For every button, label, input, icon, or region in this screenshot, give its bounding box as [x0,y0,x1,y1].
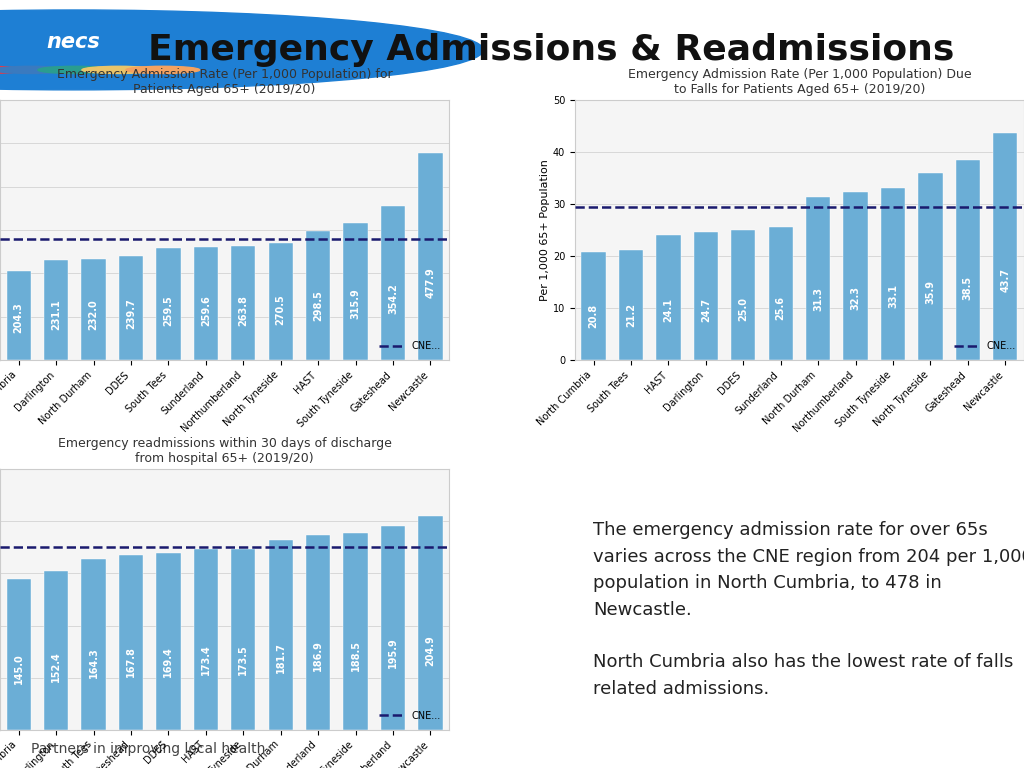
Text: 21.2: 21.2 [626,303,636,327]
Text: 195.9: 195.9 [388,637,398,668]
Text: 31.3: 31.3 [813,287,823,311]
Text: 354.2: 354.2 [388,283,398,314]
Circle shape [0,10,483,90]
Title: Emergency Admission Rate (Per 1,000 Population) Due
to Falls for Patients Aged 6: Emergency Admission Rate (Per 1,000 Popu… [628,68,971,96]
Bar [157,553,180,730]
Title: Emergency Admission Rate (Per 1,000 Population) for
Patients Aged 65+ (2019/20): Emergency Admission Rate (Per 1,000 Popu… [56,68,392,96]
Bar [656,235,681,360]
Circle shape [126,66,200,74]
Text: 270.5: 270.5 [275,294,286,325]
Text: 169.4: 169.4 [164,646,173,677]
Text: 152.4: 152.4 [51,651,61,682]
Text: 33.1: 33.1 [888,284,898,309]
Bar [955,160,980,360]
Circle shape [0,66,68,74]
Bar [693,231,718,360]
Text: 32.3: 32.3 [851,286,860,310]
Bar [919,174,943,360]
Text: 231.1: 231.1 [51,300,61,330]
Text: 164.3: 164.3 [88,647,98,678]
Text: necs: necs [47,32,100,52]
Text: 43.7: 43.7 [1000,268,1011,292]
Bar [194,549,218,730]
Bar [731,230,756,360]
Legend: CNE...: CNE... [950,337,1019,356]
Text: 239.7: 239.7 [126,298,136,329]
Text: 38.5: 38.5 [963,276,973,300]
Bar [806,197,830,360]
Bar [231,246,255,360]
Bar [44,260,69,360]
Bar [582,252,606,360]
Bar [343,223,368,360]
Text: 24.1: 24.1 [664,299,674,323]
Bar [157,247,180,360]
Bar [306,535,331,730]
Y-axis label: Per 1,000 65+ Population: Per 1,000 65+ Population [540,159,550,301]
Legend: CNE...: CNE... [375,337,444,356]
Bar [119,555,143,730]
Circle shape [38,66,112,74]
Text: 298.5: 298.5 [313,290,324,321]
Text: 173.4: 173.4 [201,644,211,675]
Bar [381,207,406,360]
Bar [769,227,793,360]
Text: 204.9: 204.9 [425,635,435,666]
Bar [231,549,255,730]
Text: 232.0: 232.0 [88,299,98,330]
Bar [993,133,1018,360]
Text: Partners in improving local health: Partners in improving local health [31,742,265,756]
Bar [268,541,293,730]
Text: Emergency Admissions & Readmissions: Emergency Admissions & Readmissions [148,33,954,67]
Bar [418,516,442,730]
Bar [81,558,105,730]
Bar [44,571,69,730]
Text: 259.6: 259.6 [201,296,211,326]
Bar [418,153,442,360]
Text: 173.5: 173.5 [239,644,248,675]
Text: 263.8: 263.8 [239,295,248,326]
Bar [306,230,331,360]
Text: 145.0: 145.0 [13,654,24,684]
Bar [81,260,105,360]
Bar [618,250,643,360]
Bar [381,525,406,730]
Text: 167.8: 167.8 [126,647,136,677]
Bar [844,192,867,360]
Bar [881,188,905,360]
Text: 315.9: 315.9 [350,288,360,319]
Title: Emergency readmissions within 30 days of discharge
from hospital 65+ (2019/20): Emergency readmissions within 30 days of… [57,438,391,465]
Text: 25.0: 25.0 [738,297,749,321]
Text: 186.9: 186.9 [313,641,324,671]
Text: 35.9: 35.9 [926,280,936,304]
Text: 188.5: 188.5 [350,640,360,670]
Circle shape [0,66,24,74]
Circle shape [82,66,156,74]
Text: 477.9: 477.9 [425,267,435,298]
Bar [6,271,31,360]
Text: 25.6: 25.6 [776,296,785,320]
Bar [119,256,143,360]
Text: 20.8: 20.8 [589,303,599,328]
Text: 204.3: 204.3 [13,303,24,333]
Text: 181.7: 181.7 [275,642,286,673]
Bar [194,247,218,360]
Bar [268,243,293,360]
Bar [343,534,368,730]
Text: 259.5: 259.5 [164,296,173,326]
Bar [6,578,31,730]
Text: The emergency admission rate for over 65s
varies across the CNE region from 204 : The emergency admission rate for over 65… [593,521,1024,698]
Legend: CNE...: CNE... [375,707,444,725]
Text: 24.7: 24.7 [700,297,711,322]
